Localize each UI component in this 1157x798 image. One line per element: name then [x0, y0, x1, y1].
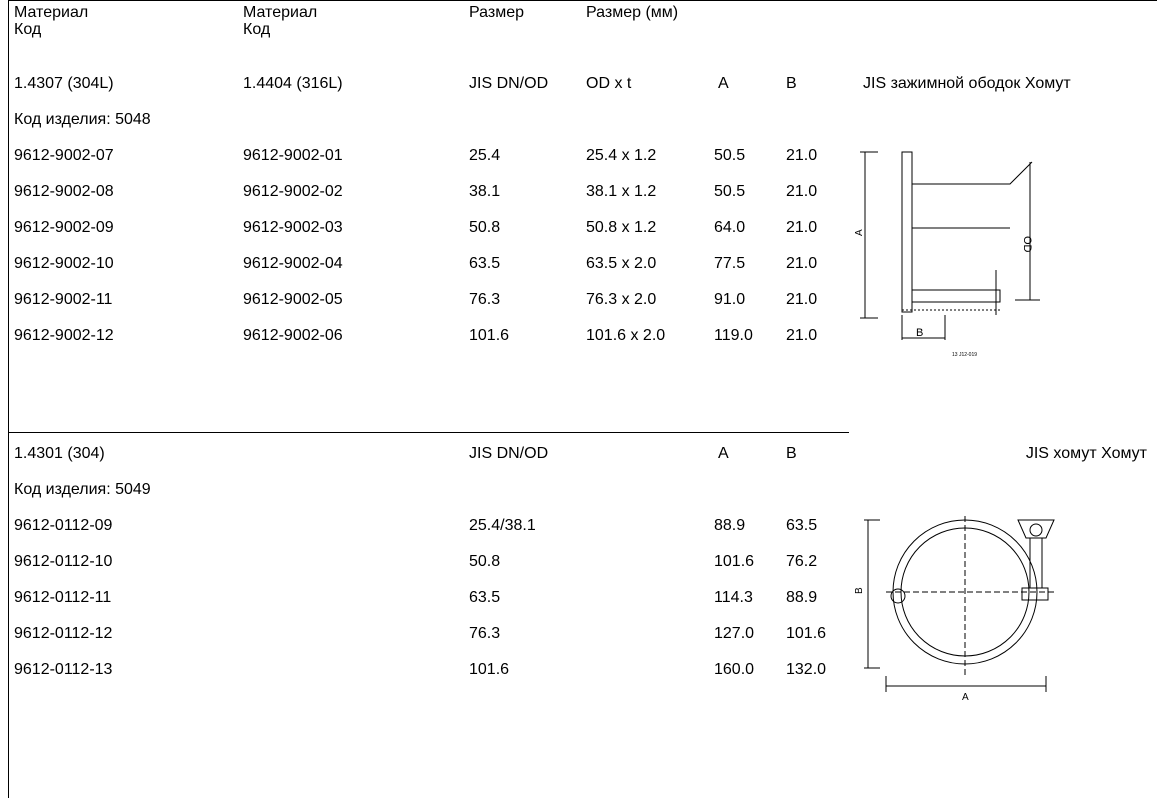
- svg-text:A: A: [962, 692, 969, 703]
- svg-text:A: A: [854, 229, 865, 236]
- column-od-x-t: OD x t: [586, 75, 632, 92]
- size-od-x-t: 25.4 x 1.2: [586, 147, 657, 164]
- dimension-a: 50.5: [714, 183, 746, 200]
- header-size: Размер: [469, 4, 524, 21]
- size-od-x-t: 101.6 x 2.0: [586, 327, 666, 344]
- code-304: 9612-0112-12: [14, 625, 113, 642]
- size-dn-od: 38.1: [469, 183, 501, 200]
- code-304l: 9612-9002-09: [14, 219, 114, 236]
- size-dn-od: 50.8: [469, 553, 501, 570]
- code-316l: 9612-9002-06: [243, 327, 343, 344]
- header-size-mm: Размер (мм): [586, 4, 679, 21]
- product-code: Код изделия: 5048: [14, 111, 151, 128]
- column-b: B: [786, 445, 797, 462]
- dimension-b: 76.2: [786, 553, 818, 570]
- material-316l: 1.4404 (316L): [243, 75, 343, 92]
- dimension-a: 50.5: [714, 147, 746, 164]
- column-dn-od: JIS DN/OD: [469, 445, 549, 462]
- code-304: 9612-0112-09: [14, 517, 113, 534]
- size-dn-od: 76.3: [469, 625, 501, 642]
- dimension-b: 88.9: [786, 589, 818, 606]
- product-code: Код изделия: 5049: [14, 481, 151, 498]
- dimension-a: 160.0: [714, 661, 755, 678]
- column-a: A: [718, 445, 729, 462]
- column-dn-od: JIS DN/OD: [469, 75, 549, 92]
- dimension-a: 127.0: [714, 625, 755, 642]
- dimension-b: 21.0: [786, 219, 818, 236]
- code-304l: 9612-9002-07: [14, 147, 114, 164]
- clamp-drawing-icon: B A: [854, 516, 1055, 703]
- code-304: 9612-0112-11: [14, 589, 112, 606]
- dimension-b: 63.5: [786, 517, 818, 534]
- size-od-x-t: 50.8 x 1.2: [586, 219, 657, 236]
- material-304: 1.4301 (304): [14, 445, 105, 462]
- code-304l: 9612-9002-12: [14, 327, 114, 344]
- dimension-b: 21.0: [786, 327, 818, 344]
- dimension-a: 88.9: [714, 517, 746, 534]
- clamp-ferrule-drawing-icon: A B OD 13 J12-019: [854, 151, 1040, 358]
- code-316l: 9612-9002-04: [243, 255, 343, 272]
- dimension-b: 21.0: [786, 183, 818, 200]
- svg-text:13 J12-019: 13 J12-019: [952, 352, 977, 358]
- size-dn-od: 50.8: [469, 219, 501, 236]
- section-title: JIS хомут Хомут: [1025, 445, 1147, 462]
- section-title: JIS зажимной ободок Хомут: [863, 75, 1071, 92]
- size-dn-od: 101.6: [469, 661, 510, 678]
- section-divider: [8, 432, 849, 433]
- top-border: [8, 0, 1157, 1]
- size-dn-od: 101.6: [469, 327, 510, 344]
- code-304l: 9612-9002-10: [14, 255, 114, 272]
- size-od-x-t: 76.3 x 2.0: [586, 291, 657, 308]
- dimension-b: 21.0: [786, 147, 818, 164]
- dimension-b: 101.6: [786, 625, 827, 642]
- header-material-1: Материал Код: [14, 4, 89, 38]
- material-304l: 1.4307 (304L): [14, 75, 114, 92]
- size-dn-od: 25.4/38.1: [469, 517, 536, 534]
- dimension-a: 114.3: [714, 589, 753, 606]
- size-dn-od: 63.5: [469, 255, 501, 272]
- dimension-a: 77.5: [714, 255, 746, 272]
- code-304: 9612-0112-13: [14, 661, 113, 678]
- dimension-b: 21.0: [786, 291, 818, 308]
- code-316l: 9612-9002-03: [243, 219, 343, 236]
- left-border: [8, 0, 9, 798]
- size-dn-od: 76.3: [469, 291, 501, 308]
- svg-text:OD: OD: [1021, 236, 1033, 253]
- dimension-a: 101.6: [714, 553, 755, 570]
- column-b: B: [786, 75, 797, 92]
- code-304l: 9612-9002-11: [14, 291, 113, 308]
- code-304l: 9612-9002-08: [14, 183, 114, 200]
- code-316l: 9612-9002-02: [243, 183, 343, 200]
- size-od-x-t: 63.5 x 2.0: [586, 255, 657, 272]
- size-od-x-t: 38.1 x 1.2: [586, 183, 657, 200]
- code-304: 9612-0112-10: [14, 553, 113, 570]
- svg-text:B: B: [916, 327, 923, 339]
- dimension-a: 119.0: [714, 327, 753, 344]
- size-dn-od: 25.4: [469, 147, 501, 164]
- svg-text:B: B: [854, 587, 865, 594]
- code-316l: 9612-9002-05: [243, 291, 343, 308]
- column-a: A: [718, 75, 729, 92]
- size-dn-od: 63.5: [469, 589, 501, 606]
- dimension-a: 91.0: [714, 291, 746, 308]
- dimension-a: 64.0: [714, 219, 746, 236]
- code-316l: 9612-9002-01: [243, 147, 343, 164]
- header-material-2: Материал Код: [243, 4, 318, 38]
- dimension-b: 21.0: [786, 255, 818, 272]
- dimension-b: 132.0: [786, 661, 827, 678]
